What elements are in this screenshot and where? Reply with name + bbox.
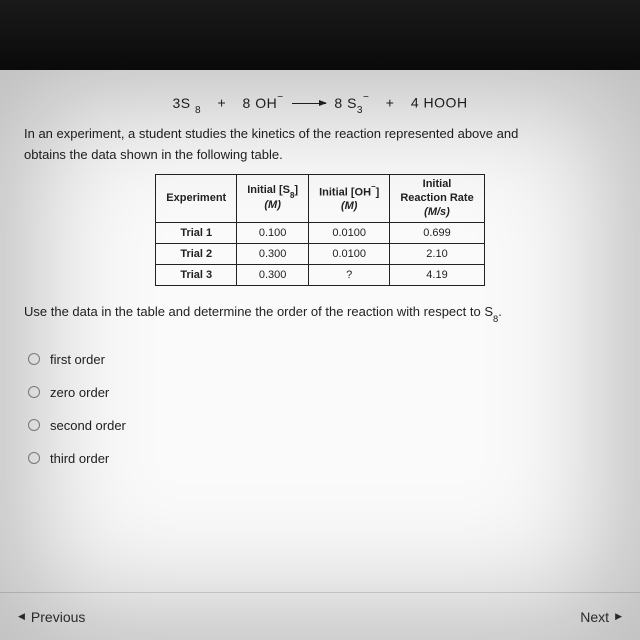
- table-row: Trial 1 0.100 0.0100 0.699: [156, 223, 484, 244]
- eq-lhs1: 3S 8: [172, 95, 201, 111]
- radio-icon: [28, 419, 40, 431]
- next-label: Next: [580, 609, 609, 625]
- option-label: third order: [50, 451, 109, 466]
- device-letterbox-top: [0, 0, 640, 70]
- table-header-row: Experiment Initial [S8] (M) Initial [OH−…: [156, 175, 484, 223]
- eq-rhs2: 4 HOOH: [411, 95, 468, 111]
- next-button[interactable]: Next ▶: [580, 609, 622, 625]
- table-row: Trial 2 0.300 0.0100 2.10: [156, 244, 484, 265]
- eq-rhs1: 8 S3−: [334, 95, 369, 111]
- chemical-equation: 3S 8 + 8 OH− 8 S3− + 4 HOOH: [24, 94, 616, 114]
- eq-plus1: +: [217, 95, 226, 111]
- caret-left-icon: ◀: [18, 611, 25, 622]
- option-first-order[interactable]: first order: [28, 352, 616, 367]
- caret-right-icon: ▶: [615, 611, 622, 622]
- col-initial-oh: Initial [OH−] (M): [309, 175, 390, 223]
- screen-root: 3S 8 + 8 OH− 8 S3− + 4 HOOH In an experi…: [0, 0, 640, 640]
- eq-lhs2: 8 OH−: [243, 95, 284, 111]
- col-initial-s8: Initial [S8] (M): [237, 175, 309, 223]
- table-row: Trial 3 0.300 ? 4.19: [156, 265, 484, 286]
- nav-bar: ◀ Previous Next ▶: [0, 592, 640, 640]
- intro-text: In an experiment, a student studies the …: [24, 124, 616, 166]
- arrow-icon: [292, 103, 326, 104]
- radio-icon: [28, 353, 40, 365]
- option-zero-order[interactable]: zero order: [28, 385, 616, 400]
- data-table-wrap: Experiment Initial [S8] (M) Initial [OH−…: [24, 174, 616, 286]
- instruction-text: Use the data in the table and determine …: [24, 302, 616, 324]
- col-rate: InitialReaction Rate (M/s): [390, 175, 484, 223]
- option-label: zero order: [50, 385, 109, 400]
- option-label: first order: [50, 352, 105, 367]
- eq-plus2: +: [386, 95, 395, 111]
- option-label: second order: [50, 418, 126, 433]
- option-second-order[interactable]: second order: [28, 418, 616, 433]
- previous-button[interactable]: ◀ Previous: [18, 609, 85, 625]
- option-third-order[interactable]: third order: [28, 451, 616, 466]
- col-experiment: Experiment: [156, 175, 237, 223]
- answer-options: first order zero order second order thir…: [24, 352, 616, 466]
- radio-icon: [28, 386, 40, 398]
- question-panel: 3S 8 + 8 OH− 8 S3− + 4 HOOH In an experi…: [0, 70, 640, 640]
- previous-label: Previous: [31, 609, 85, 625]
- radio-icon: [28, 452, 40, 464]
- data-table: Experiment Initial [S8] (M) Initial [OH−…: [155, 174, 484, 286]
